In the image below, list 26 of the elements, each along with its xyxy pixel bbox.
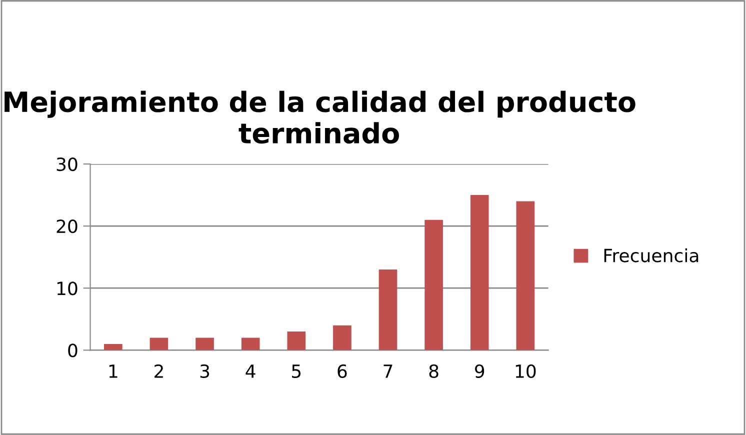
- x-tick-label: 6: [338, 364, 347, 378]
- chart-title: Mejoramiento de la calidad del producto terminado: [4, 90, 636, 144]
- bar: [424, 220, 443, 350]
- x-tick-label: 3: [200, 364, 210, 378]
- bar: [287, 332, 306, 350]
- x-tick-label: 2: [154, 364, 163, 378]
- bar: [333, 325, 352, 350]
- x-tick-label: 4: [246, 364, 256, 378]
- bar: [150, 338, 168, 350]
- x-tick-label: 9: [474, 364, 484, 378]
- legend-label: Frecuencia: [604, 248, 698, 262]
- bar: [196, 338, 214, 350]
- y-tick-label: 0: [68, 344, 78, 358]
- bar: [241, 338, 260, 350]
- y-tick-label: 10: [57, 282, 78, 296]
- y-tick-label: 30: [56, 157, 78, 172]
- y-tick-label: 20: [56, 220, 78, 234]
- bar: [516, 201, 535, 350]
- x-tick-label: 8: [429, 364, 438, 378]
- x-tick-label: 1: [109, 364, 118, 378]
- x-tick-label: 7: [384, 364, 392, 378]
- bar: [104, 344, 122, 350]
- x-tick-label: 10: [516, 364, 536, 378]
- bar: [378, 269, 398, 350]
- x-tick-label: 5: [292, 364, 301, 378]
- bar: [470, 195, 489, 350]
